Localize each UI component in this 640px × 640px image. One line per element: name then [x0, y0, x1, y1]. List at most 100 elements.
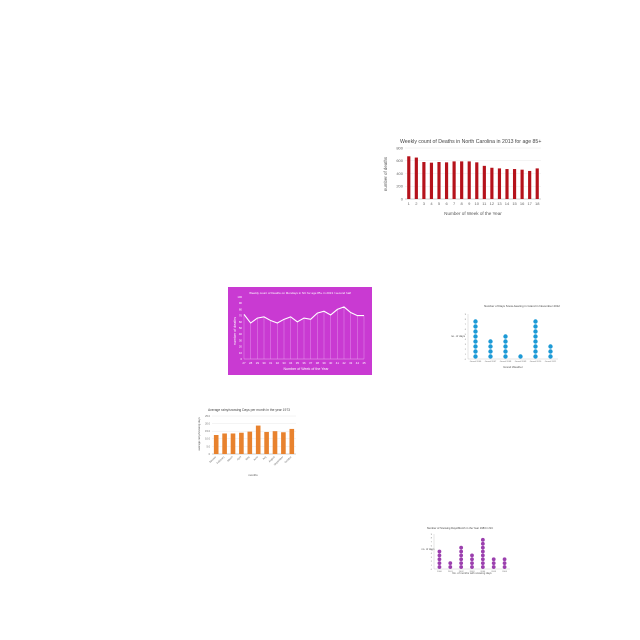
dot	[473, 329, 478, 334]
x-axis-label: months	[248, 473, 258, 477]
dot	[459, 545, 464, 550]
x-axis-label: Number of Week of the Year	[444, 211, 502, 216]
y-axis-label: number of deaths	[383, 156, 388, 191]
x-axis-label: Number of Week of the Year	[283, 367, 329, 371]
y-tick-label: 50	[239, 326, 243, 330]
y-tick-label: 5	[431, 549, 433, 551]
bar	[528, 170, 532, 199]
x-tick-label: 42	[342, 361, 346, 365]
x-tick-label: 45	[362, 361, 366, 365]
rainy-days-bar-chart: Average rainy/snowing Days per month in …	[197, 408, 296, 477]
x-tick-label: 11	[482, 201, 487, 206]
y-axis-label: no. of days	[421, 547, 435, 551]
x-tick-label: 2002	[459, 571, 465, 573]
dot	[533, 344, 538, 349]
x-tick-label: 7	[453, 201, 456, 206]
dot	[502, 565, 507, 569]
dot	[503, 344, 508, 349]
y-tick-label: 4	[431, 553, 433, 555]
y-tick-label: 20	[239, 345, 243, 349]
bar	[475, 162, 479, 199]
x-tick-label: 41	[336, 361, 340, 365]
dot	[437, 553, 442, 558]
dot	[459, 549, 464, 554]
x-tick-label: October	[284, 455, 293, 464]
y-tick-label: 25.0	[205, 415, 210, 418]
bar	[255, 425, 261, 454]
bar	[422, 162, 426, 199]
dot	[437, 561, 442, 566]
y-tick-label: 15.0	[205, 430, 210, 433]
y-tick-label: 90	[239, 301, 243, 305]
x-tick-label: July	[262, 455, 268, 461]
x-tick-label: May	[245, 455, 251, 461]
dot	[533, 324, 538, 329]
dot	[459, 561, 464, 566]
x-tick-label: 33	[282, 361, 286, 365]
y-tick-label: 0	[401, 196, 404, 201]
dot	[480, 537, 485, 542]
y-tick-label: 200	[396, 184, 403, 189]
y-tick-label: 2	[465, 349, 467, 351]
x-tick-label: 37	[309, 361, 313, 365]
bar	[407, 156, 411, 199]
x-tick-label: 17	[527, 201, 532, 206]
x-tick-label: 2	[415, 201, 418, 206]
x-tick-label: 9	[468, 201, 471, 206]
dot	[470, 561, 474, 566]
x-tick-label: January	[208, 455, 217, 464]
x-tick-label: 15	[512, 201, 517, 206]
x-tick-label: Grand 2010	[530, 360, 542, 363]
dot	[488, 354, 493, 359]
dot	[473, 349, 478, 354]
chart-title: Average rainy/snowing Days per month in …	[208, 408, 290, 412]
x-axis-label: No. of months with snowing days	[452, 571, 492, 575]
x-tick-label: 40	[329, 361, 333, 365]
dot	[491, 565, 496, 569]
x-tick-label: March	[227, 455, 234, 462]
y-tick-label: 8	[465, 319, 467, 321]
bar	[429, 162, 434, 199]
x-tick-label: 30	[262, 361, 266, 365]
y-tick-label: 1	[431, 565, 433, 567]
x-tick-label: September	[273, 455, 284, 466]
y-tick-label: 400	[396, 171, 403, 176]
dot	[503, 334, 508, 339]
y-tick-label: 0	[240, 357, 242, 361]
x-tick-label: February	[216, 455, 226, 465]
bar	[247, 431, 253, 454]
bar	[230, 433, 236, 454]
dot	[470, 565, 474, 569]
chart-title: Number of Snowing Days/Month in the Year…	[427, 526, 493, 530]
dot	[503, 354, 508, 359]
y-tick-label: 5.0	[207, 445, 211, 448]
chart-title: Weekly count of Deaths on Mondays in NC …	[249, 291, 351, 295]
x-tick-label: 29	[256, 361, 260, 365]
dot	[470, 553, 474, 558]
y-tick-label: 9	[465, 314, 467, 316]
snowing-days-dot-plot: Number of Snowing Days/Month in the Year…	[421, 526, 510, 575]
bar	[535, 168, 539, 199]
x-tick-label: 10	[475, 201, 480, 206]
bar	[213, 435, 219, 454]
x-tick-label: 39	[322, 361, 326, 365]
x-tick-label: April	[236, 455, 242, 461]
dot	[488, 339, 493, 344]
dot	[480, 549, 485, 554]
y-tick-label: 9	[431, 534, 433, 536]
x-tick-label: 12	[490, 201, 495, 206]
dot	[437, 565, 442, 569]
y-tick-label: 0	[431, 569, 433, 571]
dot	[488, 349, 493, 354]
dot	[480, 553, 485, 558]
dot	[488, 344, 493, 349]
x-tick-label: 8	[461, 201, 464, 206]
dot	[533, 329, 538, 334]
y-tick-label: 60	[239, 320, 243, 324]
x-tick-label: June	[253, 455, 259, 461]
dot	[480, 557, 485, 562]
x-tick-label: 16	[520, 201, 525, 206]
dot	[491, 561, 496, 566]
bar	[467, 161, 471, 199]
bar	[512, 169, 517, 199]
